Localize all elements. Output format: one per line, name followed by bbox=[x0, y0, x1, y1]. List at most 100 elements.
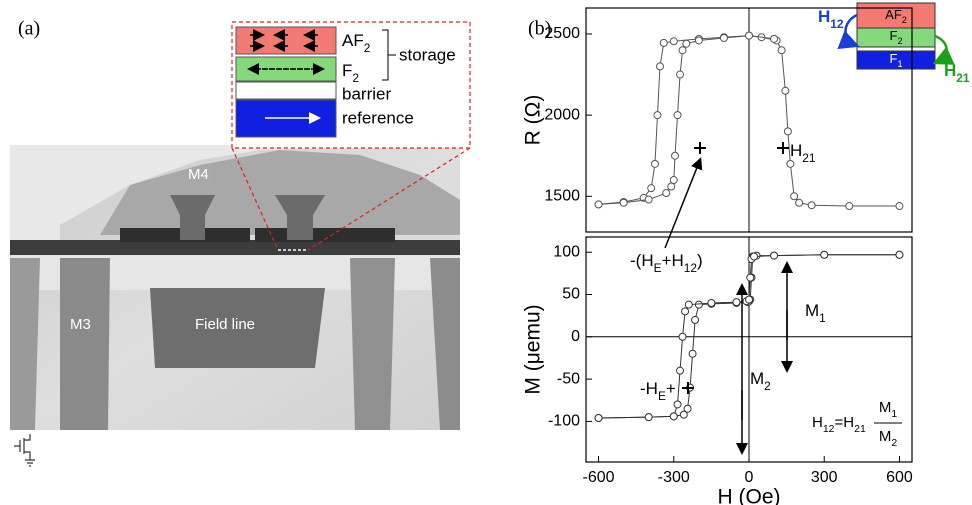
field-label: H21 bbox=[944, 61, 970, 85]
image-label: M3 bbox=[70, 316, 91, 333]
data-point bbox=[777, 46, 786, 55]
data-point bbox=[678, 332, 687, 341]
text-part: + bbox=[666, 379, 676, 398]
data-point bbox=[669, 37, 678, 46]
subscript: 2 bbox=[902, 15, 907, 25]
data-point bbox=[678, 46, 687, 55]
crosshair bbox=[694, 142, 706, 154]
x-tick-label: 600 bbox=[886, 469, 913, 486]
data-point bbox=[619, 198, 628, 207]
text-part: H bbox=[812, 414, 823, 431]
tem-image bbox=[10, 145, 460, 430]
annotation: M2 bbox=[750, 369, 771, 393]
text-part: M bbox=[805, 301, 819, 320]
data-point bbox=[770, 34, 779, 43]
text-part: F bbox=[889, 28, 897, 43]
data-point bbox=[679, 410, 688, 419]
data-point bbox=[655, 62, 664, 71]
field-label: H12 bbox=[818, 7, 844, 31]
text-part: +H bbox=[662, 251, 684, 270]
data-point bbox=[746, 273, 755, 282]
text-part: M bbox=[750, 369, 764, 388]
data-point bbox=[644, 413, 653, 422]
data-point bbox=[682, 39, 691, 48]
x-tick-label: 0 bbox=[745, 469, 754, 486]
layer-label: barrier bbox=[342, 84, 391, 103]
data-point bbox=[770, 251, 779, 260]
stack-label: AF2 bbox=[885, 7, 907, 25]
y-tick-label: 0 bbox=[571, 328, 580, 345]
data-point bbox=[688, 349, 697, 358]
text-part: M bbox=[879, 428, 892, 445]
y-axis-label: R (Ω) bbox=[522, 95, 545, 146]
stack-label: F2 bbox=[889, 28, 902, 46]
subscript: 1 bbox=[819, 311, 826, 325]
data-point bbox=[694, 36, 703, 45]
y-tick-label: 1500 bbox=[544, 188, 580, 205]
text-part: =H bbox=[835, 414, 855, 431]
text-part: -H bbox=[640, 379, 658, 398]
formula: M1 bbox=[879, 399, 898, 420]
text-part: ) bbox=[697, 251, 703, 270]
data-point bbox=[795, 198, 804, 207]
formula: M2 bbox=[879, 428, 898, 449]
text-part: AF bbox=[342, 31, 364, 50]
data-point bbox=[745, 31, 753, 40]
x-tick-label: -600 bbox=[583, 469, 615, 486]
annotation: H21 bbox=[790, 141, 816, 165]
y-tick-label: -50 bbox=[557, 370, 580, 387]
crosshair bbox=[682, 382, 694, 394]
subscript: 2 bbox=[764, 379, 771, 393]
subscript: 21 bbox=[956, 71, 970, 85]
formula-box bbox=[808, 393, 910, 447]
data-point bbox=[681, 307, 690, 316]
data-point bbox=[895, 250, 904, 259]
data-point bbox=[594, 414, 603, 423]
data-point bbox=[781, 86, 790, 95]
transistor-symbol bbox=[14, 434, 35, 467]
data-point bbox=[683, 404, 692, 413]
data-point bbox=[807, 201, 816, 210]
text-part: H bbox=[818, 7, 830, 26]
y-tick-label: -100 bbox=[548, 413, 580, 430]
text-part: H bbox=[790, 141, 802, 160]
data-point bbox=[594, 200, 603, 209]
data-point bbox=[671, 151, 680, 160]
subscript: 21 bbox=[854, 423, 866, 435]
data-point bbox=[895, 202, 904, 211]
data-point bbox=[694, 300, 703, 309]
stack-inset bbox=[837, 2, 955, 70]
subscript: 12 bbox=[830, 17, 844, 31]
text-part: F bbox=[889, 51, 897, 66]
subscript: 12 bbox=[823, 423, 835, 435]
crosshair bbox=[777, 142, 789, 154]
data-point bbox=[790, 192, 799, 201]
data-point bbox=[676, 366, 685, 375]
text-part: F bbox=[342, 61, 352, 80]
y-tick-label: 2500 bbox=[544, 25, 580, 42]
data-point bbox=[662, 189, 671, 198]
x-tick-label: -300 bbox=[658, 469, 690, 486]
data-point bbox=[669, 412, 678, 421]
subscript: 1 bbox=[897, 59, 902, 69]
data-point bbox=[845, 202, 854, 211]
data-point bbox=[644, 195, 653, 204]
data-point bbox=[676, 70, 685, 79]
data-point bbox=[707, 298, 716, 307]
annotation: M1 bbox=[805, 301, 826, 325]
y-tick-label: 50 bbox=[562, 286, 580, 303]
annotation: -(HE+H12) bbox=[630, 251, 703, 275]
y-axis-label: M (μemu) bbox=[522, 304, 545, 394]
data-point bbox=[783, 127, 792, 136]
stack-label: F1 bbox=[889, 51, 902, 69]
data-point bbox=[786, 159, 795, 168]
data-point bbox=[745, 295, 753, 304]
data-point bbox=[650, 159, 659, 168]
text-part: M bbox=[879, 399, 892, 416]
data-point bbox=[659, 38, 668, 47]
data-point bbox=[691, 315, 700, 324]
data-point bbox=[669, 176, 678, 185]
y-tick-label: 100 bbox=[553, 243, 580, 260]
formula: H12=H21 bbox=[812, 414, 866, 435]
